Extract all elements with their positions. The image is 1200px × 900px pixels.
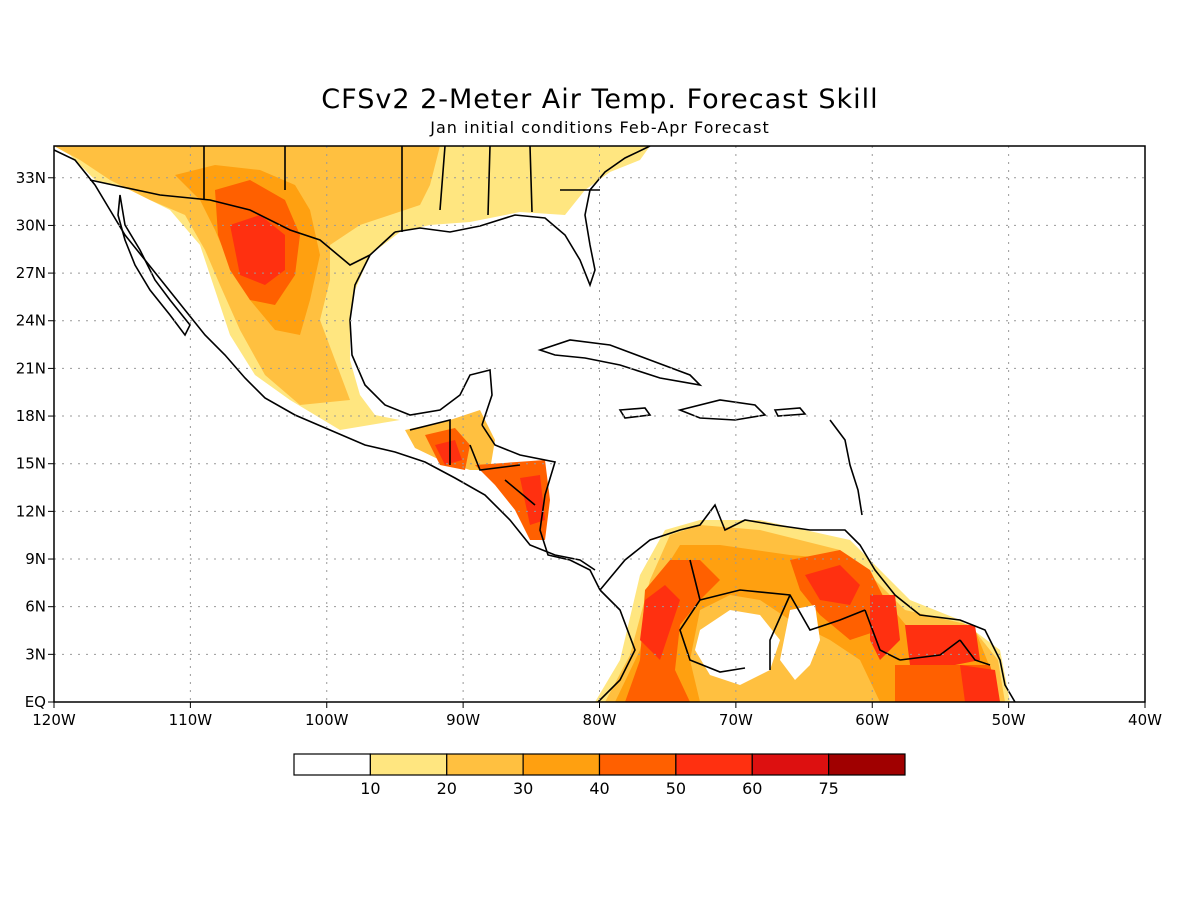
y-tick-label: 27N [16,264,46,282]
x-tick-label: 90W [446,711,480,729]
colorbar-label: 10 [360,779,380,798]
skill-region-low-interior [695,610,780,685]
colorbar-swatch [369,753,448,776]
skill-region-low-interior-2 [780,605,820,680]
x-axis: 120W 110W 100W 90W 80W 70W 60W 50W 40W [32,702,1162,729]
colorbar-swatch [446,753,524,776]
border-us-states [203,146,600,232]
y-tick-label: 3N [25,645,46,663]
colorbar-swatch [522,753,601,776]
coastline-gulf-mexico [349,231,493,426]
skill-region-mexico-60 [230,215,285,285]
skill-region-colombia-60 [640,585,680,660]
y-axis: EQ 3N 6N 9N 12N 15N 18N 21N 24N 27N 30N 33N [16,169,54,711]
colorbar-label: 30 [513,779,533,798]
gridlines [54,146,1145,702]
x-tick-label: 110W [169,711,213,729]
x-tick-label: 80W [583,711,617,729]
border-south-america [679,559,991,673]
coastline-jamaica [618,407,652,419]
y-tick-label: 12N [16,502,46,520]
colorbar-swatch [598,753,677,776]
y-tick-label: EQ [25,693,46,711]
y-tick-label: 15N [16,455,46,473]
skill-region-nicaragua-60 [520,475,545,525]
y-tick-label: 6N [25,598,46,616]
coastline-baja [117,194,191,337]
x-tick-label: 50W [992,711,1026,729]
colorbar-label: 75 [818,779,838,798]
coastlines [54,146,1016,702]
skill-shading [54,146,1010,702]
skill-region-venezuela-60 [805,565,860,605]
coastline-south-america-north [599,503,1016,702]
y-tick-label: 21N [16,359,46,377]
x-tick-label: 100W [305,711,349,729]
y-tick-label: 33N [16,169,46,187]
skill-region-colombia-50 [625,560,720,702]
x-tick-label: 60W [855,711,889,729]
y-tick-label: 18N [16,407,46,425]
coastline-us-gulf [394,146,651,288]
colorbar-label: 50 [666,779,686,798]
page-subtitle: Jan initial conditions Feb-Apr Forecast [430,118,770,137]
coastline-lesser-antilles [829,419,863,516]
colorbar-label: 40 [589,779,609,798]
x-tick-label: 40W [1128,711,1162,729]
page-title: CFSv2 2-Meter Air Temp. Forecast Skill [321,84,879,115]
y-tick-label: 9N [25,550,46,568]
colorbar-label: 60 [742,779,762,798]
coastline-central-america-caribbean [481,424,601,591]
coastline-puerto-rico [773,407,807,417]
y-tick-label: 30N [16,216,46,234]
skill-region-suriname-60 [905,625,980,665]
coastline-south-america-west [597,589,636,702]
skill-region-guiana-60 [960,665,1000,702]
colorbar-swatch [751,753,830,776]
border-central-america [409,418,536,506]
colorbar-swatch [293,753,371,776]
colorbar-label: 20 [437,779,457,798]
colorbar: 10 20 30 40 50 60 75 [293,753,906,798]
border-us-mexico [89,179,371,266]
coastline-hispaniola [677,399,767,421]
skill-region-central-america-60 [435,440,462,465]
x-tick-label: 70W [719,711,753,729]
colorbar-swatch [675,753,753,776]
x-tick-label: 120W [32,711,76,729]
y-tick-label: 24N [16,312,46,330]
colorbar-swatch [828,753,906,776]
coastline-cuba [537,339,703,387]
